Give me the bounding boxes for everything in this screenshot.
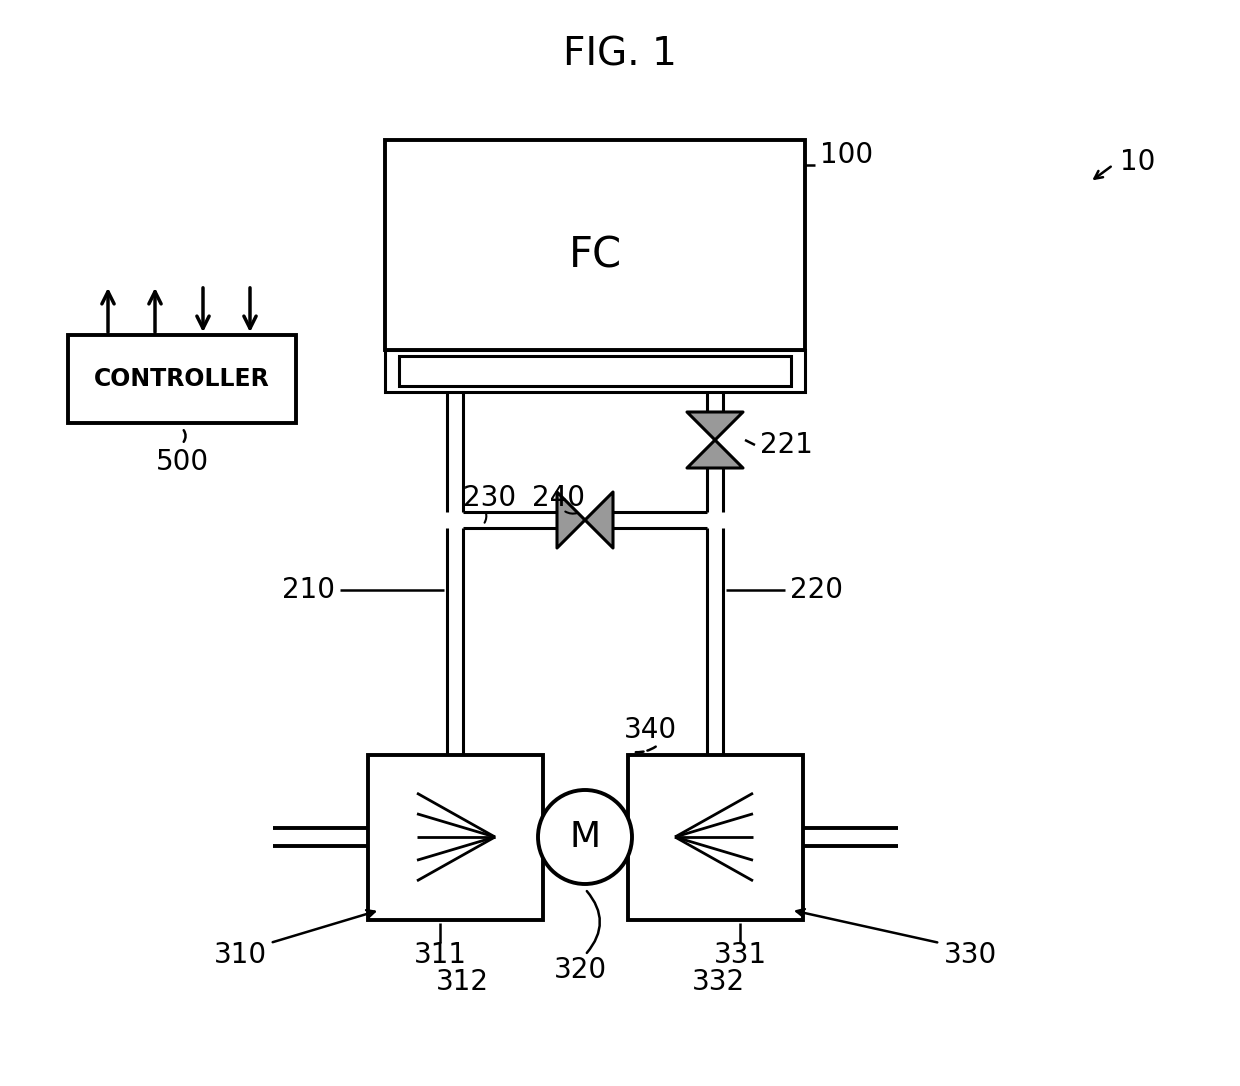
Text: 230: 230	[464, 484, 517, 512]
Text: 332: 332	[692, 968, 744, 996]
Polygon shape	[687, 440, 743, 468]
Bar	[384, 140, 805, 350]
Text: 310: 310	[213, 940, 267, 969]
Polygon shape	[687, 440, 743, 468]
Circle shape	[538, 790, 632, 884]
Text: 100: 100	[820, 141, 873, 169]
Text: FC: FC	[568, 233, 621, 276]
Polygon shape	[687, 412, 743, 440]
Bar	[399, 356, 791, 386]
Bar	[384, 350, 805, 392]
Text: 312: 312	[435, 968, 489, 996]
Text: FIG. 1: FIG. 1	[563, 36, 677, 74]
Text: 330: 330	[944, 940, 997, 969]
Text: 221: 221	[760, 431, 813, 459]
Text: 320: 320	[553, 956, 606, 984]
Text: CONTROLLER: CONTROLLER	[94, 367, 270, 391]
Text: M: M	[569, 820, 600, 854]
Text: 311: 311	[413, 940, 466, 969]
Bar	[68, 334, 296, 424]
Polygon shape	[687, 412, 743, 440]
Text: 240: 240	[532, 484, 584, 512]
Text: 220: 220	[790, 576, 843, 604]
Text: 500: 500	[155, 449, 208, 476]
Text: 10: 10	[1120, 148, 1156, 176]
Bar	[627, 755, 804, 920]
Polygon shape	[557, 492, 585, 548]
Text: 331: 331	[713, 940, 766, 969]
Text: 210: 210	[281, 576, 335, 604]
Text: 340: 340	[624, 716, 677, 744]
Bar	[368, 755, 543, 920]
Polygon shape	[585, 492, 613, 548]
